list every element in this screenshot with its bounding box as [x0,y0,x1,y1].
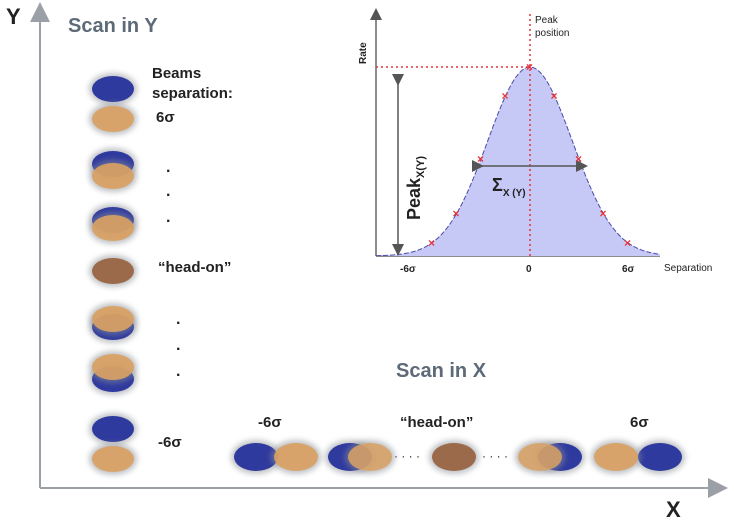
beam-overlap-ellipse [429,440,479,474]
blue-beam-ellipse [89,413,137,445]
scan-y-dot: . [166,159,170,176]
orange-beam-ellipse [515,440,565,474]
scan-x-right-value: 6σ [630,414,649,431]
scan-y-dot: . [176,363,180,380]
scan-y-dot: . [166,209,170,226]
scan-x-dots-right: · · · · [482,449,508,463]
beam-overlap-ellipse [89,255,137,287]
x-axis-label: X [666,497,681,522]
scan-point-marker: × [624,236,631,250]
tick-label-left: -6σ [400,264,416,275]
scan-y-bottom-value: -6σ [158,434,182,451]
scan-point-marker: × [477,152,484,166]
scan-x-dots-left: · · · · [394,449,420,463]
orange-beam-ellipse [89,443,137,475]
orange-beam-ellipse [271,440,321,474]
orange-beam-ellipse [89,160,137,192]
peak-position-label-2: position [535,28,569,39]
orange-beam-ellipse [89,303,137,335]
peak-label: PeakX(Y) [404,156,427,220]
scan-point-marker: × [453,207,460,221]
scan-point-marker: × [502,89,509,103]
orange-beam-ellipse [345,440,395,474]
scan-point-marker: × [600,207,607,221]
peak-position-label-1: Peak [535,15,559,26]
sigma-label-main: Σ [492,175,503,195]
tick-label-center: 0 [526,264,532,275]
tick-label-right: 6σ [622,264,635,275]
beams-separation-label-2: separation: [152,85,233,102]
sigma-label: ΣX (Y) [492,175,526,199]
scan-point-marker: × [575,152,582,166]
y-axis-label: Y [6,4,21,29]
scan-y-dot: . [176,337,180,354]
blue-beam-ellipse [635,440,685,474]
gaussian-curve-line [376,66,661,257]
orange-beam-ellipse [591,440,641,474]
peak-label-subscript: X(Y) [415,156,427,178]
inset-plot: Rate Separation Peak position PeakX(Y) Σ… [358,8,712,275]
inset-x-axis-label: Separation [664,263,712,274]
scan-y-dot: . [176,311,180,328]
blue-beam-ellipse [231,440,281,474]
scan-x-head-on: “head-on” [400,414,473,431]
scan-point-marker: × [428,236,435,250]
scan-x-beam-row [231,440,685,474]
peak-label-main: Peak [404,177,424,220]
orange-beam-ellipse [89,103,137,135]
scan-point-marker: × [551,89,558,103]
orange-beam-ellipse [89,351,137,383]
inset-y-axis-label: Rate [358,42,369,64]
scan-y-title: Scan in Y [68,15,158,37]
scan-y-beam-stack [89,73,137,475]
scan-y-top-value: 6σ [156,109,175,126]
scan-x-title: Scan in X [396,360,487,382]
beams-separation-label-1: Beams [152,65,201,82]
sigma-label-subscript: X (Y) [503,188,526,199]
scan-x-left-value: -6σ [258,414,282,431]
blue-beam-ellipse [89,73,137,105]
scan-point-markers: × × × × × × × × × [428,60,631,250]
scan-y-dot: . [166,183,170,200]
orange-beam-ellipse [89,212,137,244]
scan-y-head-on: “head-on” [158,259,231,276]
scan-point-marker: × [526,60,533,74]
